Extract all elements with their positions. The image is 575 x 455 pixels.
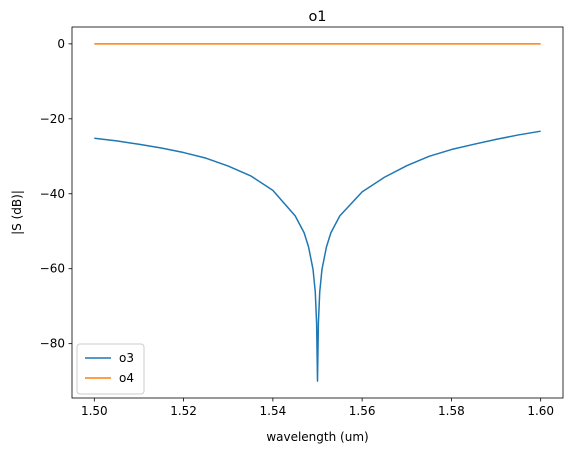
x-tick-label: 1.50 bbox=[81, 404, 108, 418]
y-tick-label: −40 bbox=[40, 187, 65, 201]
y-tick-label: −60 bbox=[40, 262, 65, 276]
y-axis-label: |S (dB)| bbox=[10, 190, 24, 235]
x-tick-label: 1.56 bbox=[349, 404, 376, 418]
legend-box bbox=[76, 343, 145, 395]
x-tick-label: 1.58 bbox=[438, 404, 465, 418]
chart-title: o1 bbox=[308, 9, 326, 25]
x-tick-label: 1.60 bbox=[527, 404, 554, 418]
series-line-o3 bbox=[94, 130, 541, 382]
legend-label-o4: o4 bbox=[119, 371, 134, 385]
y-tick-label: −20 bbox=[40, 112, 65, 126]
plot-lines bbox=[94, 43, 541, 382]
y-tick-label: 0 bbox=[57, 37, 65, 51]
x-tick-label: 1.52 bbox=[170, 404, 197, 418]
x-tick-label: 1.54 bbox=[260, 404, 287, 418]
y-axis: 0 −20 −40 −60 −80 bbox=[40, 37, 72, 351]
y-tick-label: −80 bbox=[40, 337, 65, 351]
plot-frame bbox=[71, 26, 564, 399]
x-axis: 1.50 1.52 1.54 1.56 1.58 1.60 bbox=[81, 398, 554, 418]
x-axis-label: wavelength (um) bbox=[266, 430, 368, 444]
legend-label-o3: o3 bbox=[119, 351, 134, 365]
